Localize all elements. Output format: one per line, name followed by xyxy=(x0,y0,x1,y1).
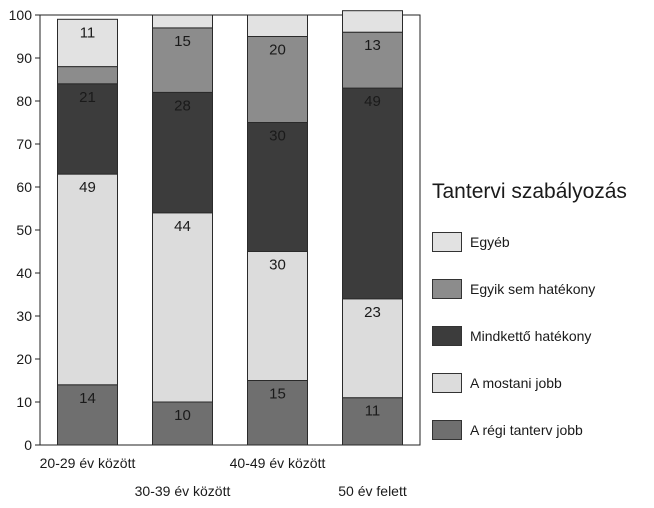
legend: Tantervi szabályozás Egyéb Egyik sem hat… xyxy=(432,180,650,453)
y-tick-label: 100 xyxy=(9,7,33,23)
bar-segment xyxy=(152,14,213,29)
bar-segment xyxy=(342,10,403,33)
legend-swatch xyxy=(432,325,462,346)
bar-segment xyxy=(57,384,118,446)
data-label: 21 xyxy=(79,89,96,106)
bar-segment xyxy=(342,298,403,399)
legend-label: Mindkettő hatékony xyxy=(470,327,592,344)
bar-segment xyxy=(247,14,308,37)
data-label: 15 xyxy=(269,386,286,403)
data-label: 15 xyxy=(174,33,191,50)
y-tick-label: 30 xyxy=(16,308,32,324)
y-tick-label: 80 xyxy=(16,93,32,109)
bar-segment xyxy=(342,87,403,300)
x-category-label: 50 év felett xyxy=(338,483,407,499)
data-label: 49 xyxy=(364,93,381,110)
data-label: 10 xyxy=(174,407,191,424)
legend-item-egyeb: Egyéb xyxy=(432,218,650,265)
bar-segment xyxy=(57,18,118,68)
bar-segment xyxy=(247,122,308,252)
legend-item-a-mostani-jobb: A mostani jobb xyxy=(432,359,650,406)
legend-label: A mostani jobb xyxy=(470,374,562,391)
data-label: 20 xyxy=(269,42,286,59)
bar-segment xyxy=(247,36,308,123)
y-tick-label: 40 xyxy=(16,265,32,281)
x-category-label: 30-39 év között xyxy=(135,483,231,499)
legend-swatch xyxy=(432,419,462,440)
legend-title: Tantervi szabályozás xyxy=(432,180,627,203)
data-label: 14 xyxy=(79,390,96,407)
bar-segment xyxy=(342,31,403,89)
bar-segment xyxy=(57,66,118,85)
x-category-label: 20-29 év között xyxy=(40,455,136,471)
data-label: 30 xyxy=(269,128,286,145)
y-tick-label: 10 xyxy=(16,394,32,410)
legend-swatch xyxy=(432,231,462,252)
legend-swatch xyxy=(432,372,462,393)
legend-label: Egyéb xyxy=(470,233,510,250)
data-label: 11 xyxy=(80,24,96,41)
data-label: 44 xyxy=(174,218,191,235)
data-label: 30 xyxy=(269,257,286,274)
legend-label: A régi tanterv jobb xyxy=(470,421,583,438)
legend-item-mindketto-hatekony: Mindkettő hatékony xyxy=(432,312,650,359)
legend-item-a-regi-tanterv-jobb: A régi tanterv jobb xyxy=(432,406,650,453)
y-tick-label: 50 xyxy=(16,222,32,238)
legend-swatch xyxy=(432,278,462,299)
bar-segment xyxy=(57,173,118,386)
x-category-label: 40-49 év között xyxy=(230,455,326,471)
bar-segment xyxy=(247,251,308,381)
data-label: 11 xyxy=(365,403,381,420)
bar-segment xyxy=(152,27,213,93)
y-tick-label: 90 xyxy=(16,50,32,66)
bar-segment xyxy=(152,212,213,403)
legend-item-egyik-sem-hatekony: Egyik sem hatékony xyxy=(432,265,650,312)
data-label: 28 xyxy=(174,97,191,114)
bar-segment xyxy=(57,83,118,175)
y-tick-label: 60 xyxy=(16,179,32,195)
data-label: 49 xyxy=(79,179,96,196)
y-tick-label: 70 xyxy=(16,136,32,152)
data-label: 13 xyxy=(364,37,381,54)
y-tick-label: 20 xyxy=(16,351,32,367)
legend-label: Egyik sem hatékony xyxy=(470,280,596,297)
data-label: 23 xyxy=(364,304,381,321)
y-tick-label: 0 xyxy=(24,437,32,453)
bar-segment xyxy=(342,397,403,446)
